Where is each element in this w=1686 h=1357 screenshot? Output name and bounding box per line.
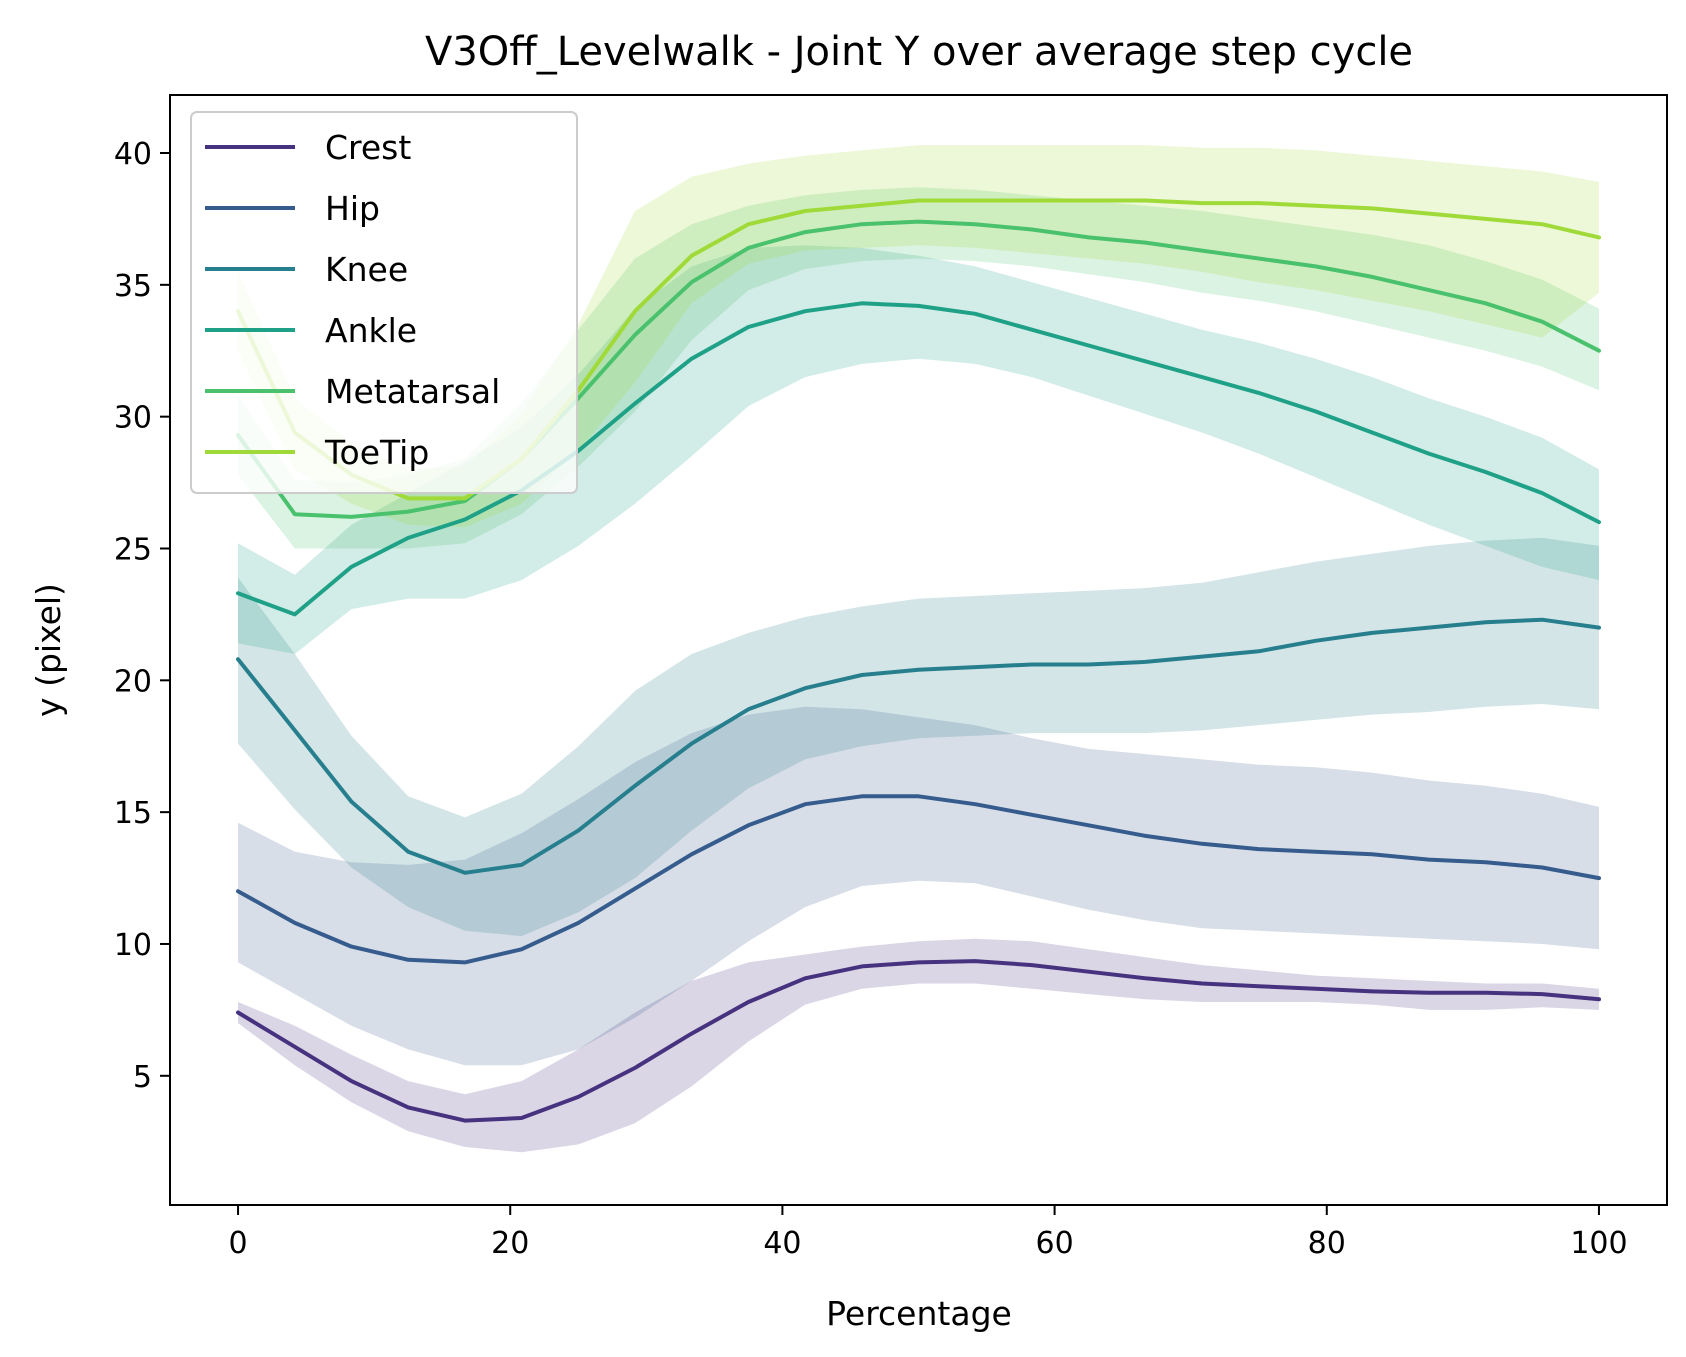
band-knee: [238, 537, 1599, 937]
band-toetip: [238, 145, 1599, 528]
legend-label-ankle: Ankle: [325, 311, 417, 350]
series-lines: [236, 198, 1601, 1123]
y-tick-label: 25: [114, 532, 152, 567]
y-axis-label: y (pixel): [29, 583, 68, 717]
line-metatarsal: [236, 219, 1601, 519]
y-tick-label: 15: [114, 796, 152, 831]
y-tick-label: 20: [114, 664, 152, 699]
y-tick-label: 40: [114, 137, 152, 172]
band-ankle: [238, 245, 1599, 655]
y-tick-label: 10: [114, 928, 152, 963]
x-tick-label: 20: [491, 1226, 529, 1261]
x-tick-label: 80: [1308, 1226, 1346, 1261]
line-ankle: [236, 301, 1601, 617]
band-hip: [238, 706, 1599, 1066]
y-tick-label: 5: [133, 1060, 152, 1095]
confidence-bands: [238, 145, 1599, 1153]
x-tick-label: 0: [228, 1226, 247, 1261]
line-knee: [236, 617, 1601, 875]
legend-label-metatarsal: Metatarsal: [325, 372, 500, 411]
x-tick-label: 40: [763, 1226, 801, 1261]
line-hip: [236, 794, 1601, 965]
band-metatarsal: [238, 187, 1599, 549]
legend-label-knee: Knee: [325, 250, 408, 289]
line-crest: [236, 959, 1601, 1123]
x-axis-ticks: 0 20 40 60 80 100: [228, 1205, 1628, 1261]
legend-label-toetip: ToeTip: [324, 433, 429, 472]
plot-frame: [169, 94, 1668, 1206]
x-axis-label: Percentage: [826, 1294, 1012, 1333]
y-axis-ticks: 5 10 15 20 25 30 35 40: [114, 137, 170, 1095]
x-tick-label: 60: [1035, 1226, 1073, 1261]
chart-title: V3Off_Levelwalk - Joint Y over average s…: [425, 29, 1413, 75]
legend: Crest Hip Knee Ankle Metatarsal ToeTip: [190, 111, 578, 494]
line-toetip: [236, 198, 1601, 501]
x-tick-label: 100: [1570, 1226, 1627, 1261]
legend-label-crest: Crest: [325, 128, 411, 167]
y-tick-label: 30: [114, 401, 152, 436]
y-tick-label: 35: [114, 269, 152, 304]
legend-label-hip: Hip: [325, 189, 380, 228]
